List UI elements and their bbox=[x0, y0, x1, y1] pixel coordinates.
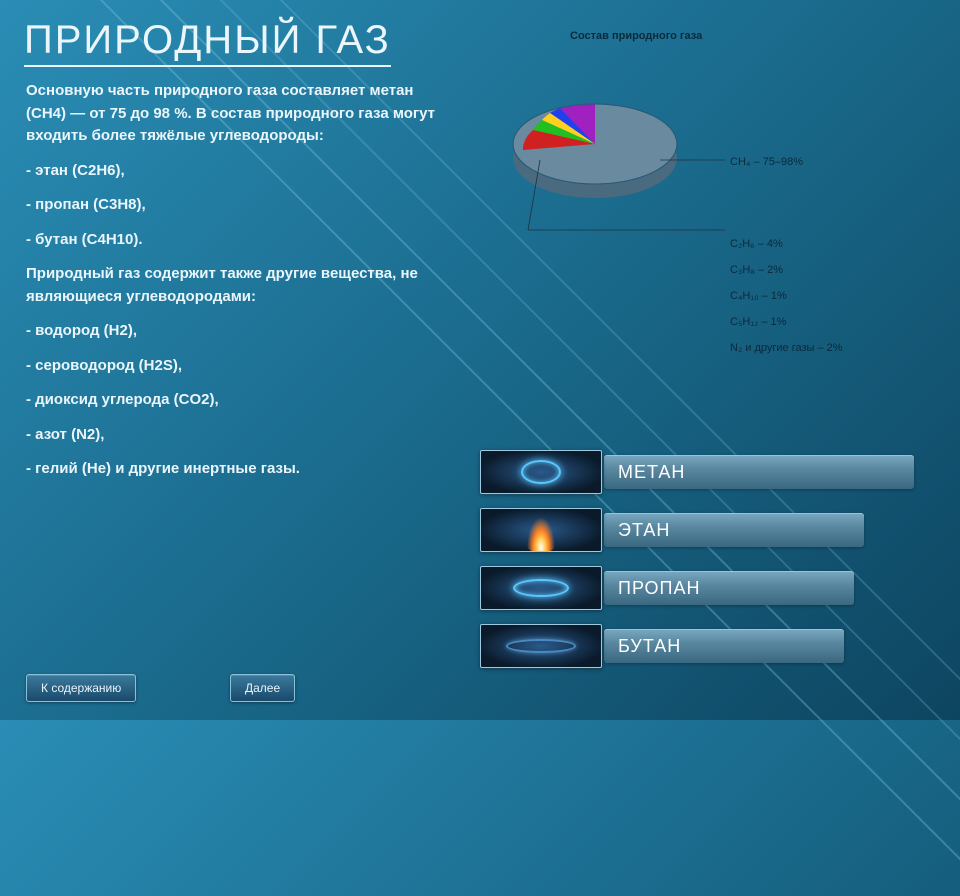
gas-card-methane[interactable]: МЕТАН bbox=[480, 448, 940, 496]
legend-item: C₅H₁₂ – 1% bbox=[730, 316, 843, 342]
list2-item: - водород (H2), bbox=[26, 320, 446, 343]
list1-item: - пропан (C3H8), bbox=[26, 194, 446, 217]
gas-card-label: ПРОПАН bbox=[604, 571, 854, 605]
gas-cards: МЕТАН ЭТАН ПРОПАН БУТАН bbox=[480, 448, 940, 680]
gas-card-ethane[interactable]: ЭТАН bbox=[480, 506, 940, 554]
list1-item: - этан (C2H6), bbox=[26, 160, 446, 183]
gas-card-propane[interactable]: ПРОПАН bbox=[480, 564, 940, 612]
next-button[interactable]: Далее bbox=[230, 674, 295, 702]
legend-item: C₃H₈ – 2% bbox=[730, 264, 843, 290]
paragraph-2: Природный газ содержит также другие веще… bbox=[26, 263, 446, 308]
legend-item: C₂H₆ – 4% bbox=[730, 238, 843, 264]
pie-chart bbox=[500, 60, 730, 240]
flame-thumb bbox=[480, 450, 602, 494]
list2-item: - диоксид углерода (CO2), bbox=[26, 389, 446, 412]
gas-card-butane[interactable]: БУТАН bbox=[480, 622, 940, 670]
legend-item: C₄H₁₀ – 1% bbox=[730, 290, 843, 316]
list2-item: - гелий (He) и другие инертные газы. bbox=[26, 458, 446, 481]
paragraph-1: Основную часть природного газа составляе… bbox=[26, 80, 446, 148]
legend-item: CH₄ – 75–98% bbox=[730, 156, 803, 188]
legend-item: N₂ и другие газы – 2% bbox=[730, 342, 843, 368]
gas-card-label: МЕТАН bbox=[604, 455, 914, 489]
flame-thumb bbox=[480, 508, 602, 552]
list2-item: - сероводород (H2S), bbox=[26, 355, 446, 378]
gas-card-label: БУТАН bbox=[604, 629, 844, 663]
body-text: Основную часть природного газа составляе… bbox=[26, 80, 446, 493]
chart-title: Состав природного газа bbox=[570, 30, 702, 42]
toc-button[interactable]: К содержанию bbox=[26, 674, 136, 702]
flame-thumb bbox=[480, 566, 602, 610]
list1-item: - бутан (C4H10). bbox=[26, 229, 446, 252]
page-title: ПРИРОДНЫЙ ГАЗ bbox=[24, 18, 391, 67]
flame-thumb bbox=[480, 624, 602, 668]
gas-card-label: ЭТАН bbox=[604, 513, 864, 547]
list2-item: - азот (N2), bbox=[26, 424, 446, 447]
